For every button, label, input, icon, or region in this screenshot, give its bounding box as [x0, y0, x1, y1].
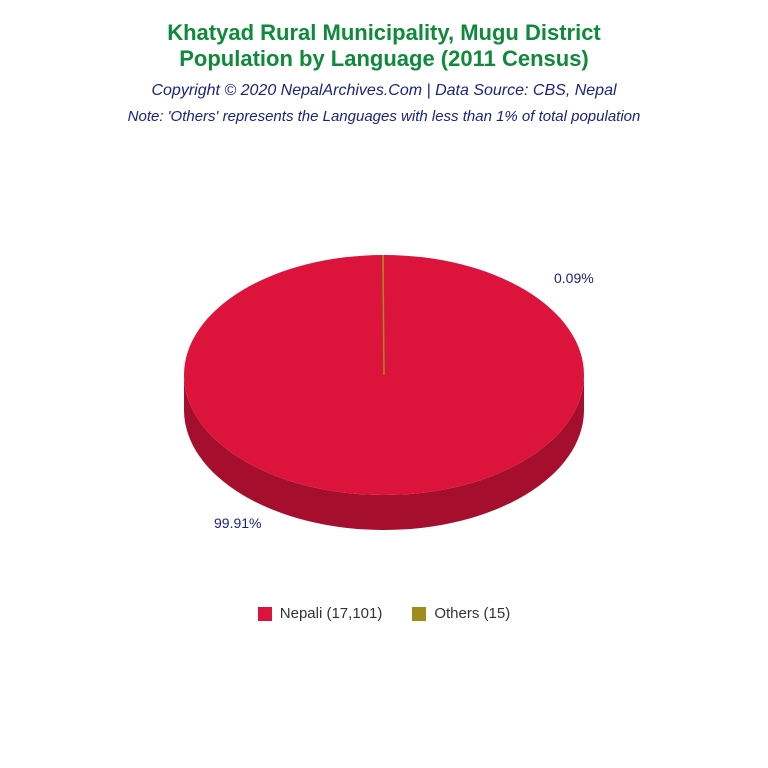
- legend-item-0: Nepali (17,101): [258, 605, 383, 622]
- slice-label-1: 0.09%: [554, 270, 594, 286]
- chart-legend: Nepali (17,101) Others (15): [258, 605, 510, 622]
- pie-chart-container: 99.91% 0.09%: [134, 175, 634, 595]
- legend-swatch-0: [258, 607, 272, 621]
- pie-chart-svg: [134, 175, 634, 595]
- chart-subtitle: Copyright © 2020 NepalArchives.Com | Dat…: [151, 82, 616, 100]
- legend-swatch-1: [412, 607, 426, 621]
- slice-label-0: 99.91%: [214, 515, 261, 531]
- legend-label-0: Nepali (17,101): [280, 605, 383, 622]
- title-line1: Khatyad Rural Municipality, Mugu Distric…: [167, 20, 601, 46]
- title-line2: Population by Language (2011 Census): [167, 46, 601, 72]
- legend-item-1: Others (15): [412, 605, 510, 622]
- chart-note: Note: 'Others' represents the Languages …: [128, 108, 641, 125]
- legend-label-1: Others (15): [434, 605, 510, 622]
- chart-title-block: Khatyad Rural Municipality, Mugu Distric…: [167, 20, 601, 72]
